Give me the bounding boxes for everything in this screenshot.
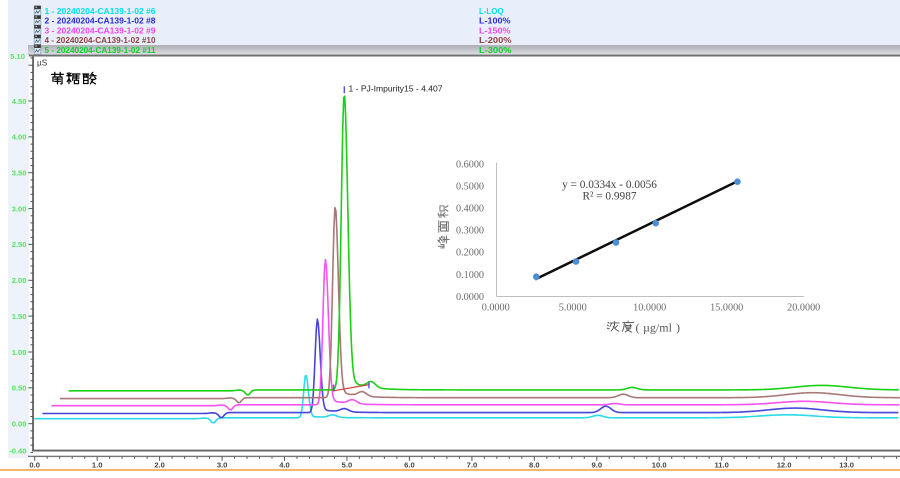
svg-text:R² = 0.9987: R² = 0.9987 bbox=[582, 190, 636, 202]
svg-text:5.0: 5.0 bbox=[342, 460, 353, 469]
svg-text:0.4000: 0.4000 bbox=[456, 204, 484, 215]
svg-text:5.0000: 5.0000 bbox=[559, 303, 587, 314]
svg-text:µS: µS bbox=[37, 59, 48, 68]
svg-text:0.1000: 0.1000 bbox=[456, 270, 484, 281]
svg-text:-0.40: -0.40 bbox=[9, 446, 26, 455]
svg-text:L-LOQ: L-LOQ bbox=[479, 6, 504, 16]
svg-text:L-200%: L-200% bbox=[479, 35, 512, 45]
svg-text:13.0: 13.0 bbox=[839, 460, 854, 469]
svg-text:y = 0.0334x - 0.0056: y = 0.0334x - 0.0056 bbox=[562, 179, 657, 191]
svg-text:12.0: 12.0 bbox=[777, 460, 792, 469]
svg-text:4.00: 4.00 bbox=[12, 133, 27, 142]
svg-text:2.0: 2.0 bbox=[154, 460, 165, 469]
svg-text:µg/ml: µg/ml bbox=[643, 321, 673, 335]
svg-text:2 - 20240204-CA139-1-02 #8: 2 - 20240204-CA139-1-02 #8 bbox=[45, 16, 156, 26]
svg-text:3.50: 3.50 bbox=[12, 169, 27, 178]
svg-text:3 - 20240204-CA139-1-02 #9: 3 - 20240204-CA139-1-02 #9 bbox=[45, 25, 156, 35]
svg-text:4.50: 4.50 bbox=[12, 97, 27, 106]
svg-text:0.2000: 0.2000 bbox=[456, 248, 484, 259]
svg-text:3.00: 3.00 bbox=[12, 204, 27, 213]
svg-text:10.0000: 10.0000 bbox=[633, 303, 666, 314]
svg-text:5 - 20240204-CA139-1-02 #11: 5 - 20240204-CA139-1-02 #11 bbox=[45, 45, 156, 55]
svg-text:0.50: 0.50 bbox=[12, 384, 27, 393]
svg-text:15.0000: 15.0000 bbox=[710, 303, 743, 314]
svg-text:9.0: 9.0 bbox=[592, 460, 603, 469]
svg-text:0.3000: 0.3000 bbox=[456, 226, 484, 237]
svg-text:0.0000: 0.0000 bbox=[456, 292, 484, 303]
svg-text:7.0: 7.0 bbox=[467, 460, 478, 469]
svg-text:4.0: 4.0 bbox=[279, 460, 290, 469]
svg-text:0.5000: 0.5000 bbox=[456, 182, 484, 193]
svg-text:0.00: 0.00 bbox=[12, 420, 27, 429]
svg-text:1.00: 1.00 bbox=[12, 348, 27, 357]
svg-text:2.50: 2.50 bbox=[12, 240, 27, 249]
svg-text:3.0: 3.0 bbox=[217, 460, 228, 469]
svg-text:11.0: 11.0 bbox=[715, 460, 729, 469]
svg-text:L-100%: L-100% bbox=[479, 16, 511, 26]
svg-text:1 - PJ-Impurity15 - 4.407: 1 - PJ-Impurity15 - 4.407 bbox=[349, 84, 443, 94]
svg-text:1.0: 1.0 bbox=[92, 460, 103, 469]
svg-text:20.0000: 20.0000 bbox=[787, 303, 820, 314]
svg-text:0.6000: 0.6000 bbox=[456, 160, 484, 171]
svg-text:(: ( bbox=[636, 321, 640, 335]
svg-text:0.0000: 0.0000 bbox=[482, 303, 510, 314]
svg-text:5.10: 5.10 bbox=[10, 52, 25, 61]
svg-text:6.0: 6.0 bbox=[404, 460, 415, 469]
svg-text:10.0: 10.0 bbox=[652, 460, 667, 469]
svg-text:0.0: 0.0 bbox=[29, 460, 40, 469]
svg-text:): ) bbox=[676, 321, 680, 335]
svg-text:8.0: 8.0 bbox=[529, 460, 540, 469]
svg-text:2.00: 2.00 bbox=[12, 276, 27, 285]
svg-text:1 - 20240204-CA139-1-02 #6: 1 - 20240204-CA139-1-02 #6 bbox=[45, 6, 156, 16]
svg-text:4 - 20240204-CA139-1-02 #10: 4 - 20240204-CA139-1-02 #10 bbox=[45, 35, 156, 45]
svg-text:1.50: 1.50 bbox=[12, 312, 27, 321]
svg-text:L-150%: L-150% bbox=[479, 25, 511, 35]
svg-text:L-300%: L-300% bbox=[479, 45, 512, 55]
